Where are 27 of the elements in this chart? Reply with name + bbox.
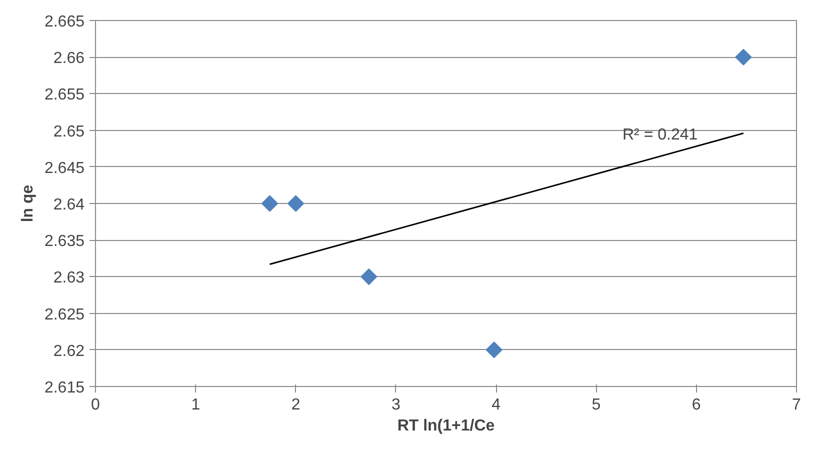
x-tick-label: 0: [91, 396, 100, 414]
x-axis-title: RT ln(1+1/Ce: [397, 418, 495, 434]
y-axis-title: ln qe: [19, 184, 36, 222]
y-tick-label: 2.65: [53, 123, 85, 140]
x-tick-label: 1: [191, 396, 200, 414]
y-tick-label: 2.615: [44, 380, 85, 396]
y-tick-label: 2.645: [44, 160, 85, 177]
y-tick-label: 2.62: [53, 342, 85, 360]
point: [486, 342, 502, 358]
x-tick-label: 3: [391, 396, 400, 414]
y-tick-label: 2.66: [53, 50, 85, 68]
y-tick-label: 2.635: [44, 233, 85, 250]
y-tick-label: 2.63: [53, 270, 85, 287]
x-tick-label: 6: [692, 396, 701, 414]
x-tick-label: 2: [291, 396, 300, 414]
x-tick-label: 7: [792, 396, 802, 414]
y-tick-label: 2.64: [53, 196, 85, 214]
y-tick-label: 2.655: [44, 86, 85, 104]
point: [261, 195, 278, 212]
x-tick-label: 5: [592, 396, 601, 414]
point: [360, 268, 378, 285]
y-tick-label: 2.625: [44, 306, 85, 324]
x-tick-label: 4: [492, 396, 501, 414]
annotation: R² = 0.241: [622, 126, 698, 144]
point: [735, 48, 752, 66]
point: [288, 195, 304, 212]
y-tick-label: 2.665: [44, 14, 85, 30]
